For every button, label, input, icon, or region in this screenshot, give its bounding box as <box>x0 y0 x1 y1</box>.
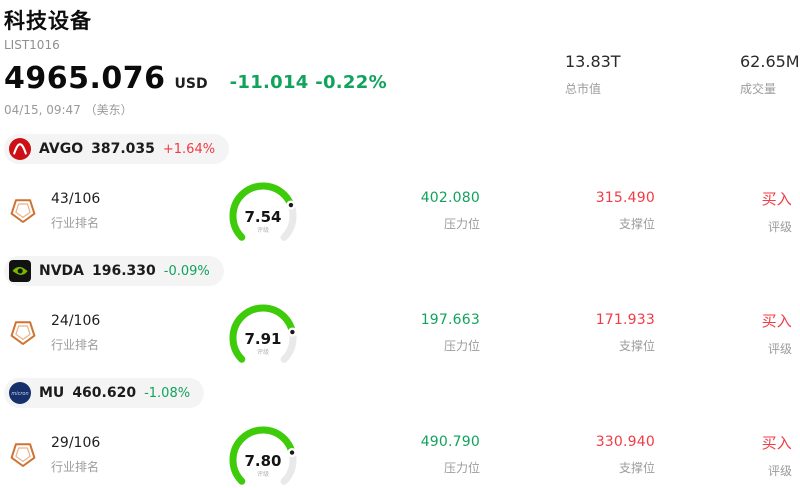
stock-row-mu[interactable]: micron MU 460.620 -1.08% 29/106 行业排名 <box>0 376 800 488</box>
volume-stat: 62.65M 成交量 <box>740 52 800 97</box>
rank-badge-icon <box>8 194 38 228</box>
score-label: 评级 <box>257 226 269 234</box>
pressure-label: 压力位 <box>443 339 480 353</box>
support-block: 315.490 支撑位 <box>480 190 655 232</box>
rank-value: 43/106 <box>51 191 101 207</box>
market-cap-stat: 13.83T 总市值 <box>565 52 621 97</box>
rating-label: 评级 <box>767 341 792 356</box>
rank-label: 行业排名 <box>51 460 100 474</box>
rank-badge-icon <box>8 316 38 350</box>
stock-change: -1.08% <box>144 385 191 401</box>
market-cap-label: 总市值 <box>565 82 602 96</box>
list-id: LIST1016 <box>4 38 60 52</box>
industry-rank-block: 29/106 行业排名 <box>8 435 213 475</box>
stock-change: +1.64% <box>162 141 216 157</box>
rating-block[interactable]: 买入 评级 <box>655 310 792 357</box>
support-label: 支撑位 <box>618 339 655 353</box>
support-label: 支撑位 <box>618 461 655 475</box>
industry-rank-block: 43/106 行业排名 <box>8 191 213 231</box>
rating-value: 买入 <box>761 189 792 208</box>
stock-detail-row: 24/106 行业排名 7.91 评级 197.663 压力位 171.933 <box>0 301 800 372</box>
market-cap-value: 13.83T <box>565 52 621 71</box>
rating-value: 买入 <box>761 311 792 330</box>
micron-logo: micron <box>9 382 31 404</box>
rating-block[interactable]: 买入 评级 <box>655 432 792 479</box>
stock-pill-mu[interactable]: micron MU 460.620 -1.08% <box>4 378 205 408</box>
rank-label: 行业排名 <box>51 216 100 230</box>
stock-row-avgo[interactable]: AVGO 387.035 +1.64% 43/106 行业排名 <box>0 132 800 254</box>
broadcom-logo <box>9 138 31 160</box>
volume-label: 成交量 <box>740 82 777 96</box>
score-label: 评级 <box>257 470 269 478</box>
pressure-block: 197.663 压力位 <box>313 312 480 354</box>
support-block: 330.940 支撑位 <box>480 434 655 476</box>
stock-pill-avgo[interactable]: AVGO 387.035 +1.64% <box>4 134 230 164</box>
gauge-needle-dot <box>287 447 297 458</box>
gauge-needle-dot <box>287 327 298 337</box>
rank-label: 行业排名 <box>51 338 100 352</box>
pressure-value: 490.790 <box>420 434 480 450</box>
rating-label: 评级 <box>767 219 792 234</box>
rating-gauge: 7.80 评级 <box>223 423 303 488</box>
stock-row-nvda[interactable]: NVDA 196.330 -0.09% 24/106 行业排名 <box>0 254 800 376</box>
stock-detail-row: 43/106 行业排名 7.54 评级 402.080 压力位 315.490 <box>0 179 800 250</box>
pressure-value: 197.663 <box>420 312 480 328</box>
rank-value: 29/106 <box>51 435 101 451</box>
score-value: 7.91 <box>244 330 281 348</box>
stock-change: -0.09% <box>163 263 210 279</box>
rating-value: 买入 <box>761 433 792 452</box>
stock-detail-row: 29/106 行业排名 7.80 评级 490.790 压力位 330.940 <box>0 423 800 488</box>
pressure-label: 压力位 <box>443 217 480 231</box>
industry-rank-block: 24/106 行业排名 <box>8 313 213 353</box>
index-price-row: 4965.076 USD -11.014 -0.22% <box>4 61 796 96</box>
stock-symbol: AVGO <box>39 141 84 157</box>
support-value: 330.940 <box>595 434 655 450</box>
stock-price: 196.330 <box>92 263 156 279</box>
rating-label: 评级 <box>767 463 792 478</box>
stock-price: 460.620 <box>72 385 137 401</box>
quote-timestamp: 04/15, 09:47 （美东） <box>4 103 133 117</box>
rank-value: 24/106 <box>51 313 101 329</box>
score-value: 7.54 <box>244 208 281 226</box>
pressure-block: 402.080 压力位 <box>313 190 480 232</box>
svg-text:micron: micron <box>11 391 28 397</box>
pressure-label: 压力位 <box>443 461 480 475</box>
index-price: 4965.076 <box>4 61 166 96</box>
volume-value: 62.65M <box>740 52 800 71</box>
score-value: 7.80 <box>244 452 281 470</box>
support-label: 支撑位 <box>618 217 655 231</box>
rating-gauge: 7.54 评级 <box>223 179 303 250</box>
stock-symbol: MU <box>39 385 65 401</box>
rating-gauge: 7.91 评级 <box>223 301 303 372</box>
support-value: 171.933 <box>595 312 655 328</box>
index-change: -11.014 -0.22% <box>229 72 387 93</box>
rank-badge-icon <box>8 438 38 472</box>
rating-block[interactable]: 买入 评级 <box>655 188 792 235</box>
gauge-needle-dot <box>286 200 296 210</box>
support-value: 315.490 <box>595 190 655 206</box>
pressure-block: 490.790 压力位 <box>313 434 480 476</box>
pressure-value: 402.080 <box>420 190 480 206</box>
currency-label: USD <box>174 76 208 92</box>
stock-symbol: NVDA <box>39 263 85 279</box>
header: 科技设备 LIST1016 4965.076 USD -11.014 -0.22… <box>0 0 800 132</box>
stock-pill-nvda[interactable]: NVDA 196.330 -0.09% <box>4 256 224 286</box>
score-label: 评级 <box>257 348 269 356</box>
stock-price: 387.035 <box>91 141 155 157</box>
support-block: 171.933 支撑位 <box>480 312 655 354</box>
nvidia-logo <box>9 260 31 282</box>
page-title: 科技设备 <box>4 9 92 33</box>
